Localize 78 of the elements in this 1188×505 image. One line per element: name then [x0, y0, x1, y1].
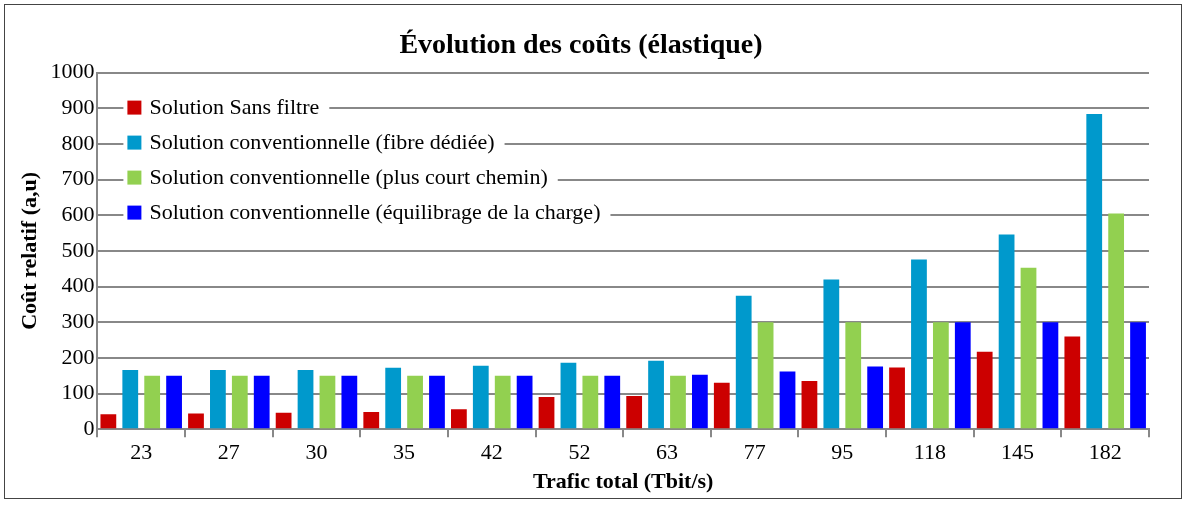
- bar: [341, 375, 358, 429]
- bar: [538, 397, 555, 429]
- y-tick-label: 500: [61, 236, 95, 262]
- y-tick-label: 1000: [50, 58, 95, 84]
- bar: [363, 412, 380, 429]
- bar: [429, 375, 445, 429]
- bar: [867, 366, 884, 429]
- legend-label: Solution conventionnelle (fibre dédiée): [149, 129, 495, 155]
- bar: [1086, 113, 1103, 429]
- bar: [275, 412, 292, 429]
- bar: [582, 375, 599, 429]
- bar: [648, 360, 664, 429]
- bar: [735, 295, 752, 429]
- bar: [319, 375, 336, 429]
- y-tick-label: 300: [61, 308, 95, 333]
- y-axis-title: Coût relatif (a,u): [15, 171, 41, 330]
- bar: [472, 365, 489, 429]
- y-tick-label: 100: [61, 379, 95, 405]
- x-tick-label: 95: [831, 439, 854, 465]
- bar: [253, 375, 270, 429]
- y-tick-label: 0: [83, 414, 95, 440]
- bar: [845, 322, 862, 429]
- x-tick-label: 35: [393, 439, 416, 465]
- x-tick-label: 30: [305, 439, 328, 465]
- legend-label: Solution conventionnelle (plus court chemin): [149, 164, 548, 190]
- bar: [911, 259, 927, 429]
- x-axis-title: Trafic total (Tbit/s): [532, 468, 714, 494]
- bar: [385, 367, 402, 429]
- bar: [889, 367, 905, 429]
- y-tick-label: 200: [61, 343, 95, 369]
- bar: [757, 322, 774, 429]
- bar: [494, 375, 511, 429]
- bar: [122, 370, 139, 429]
- x-tick-label: 63: [656, 439, 679, 465]
- legend-label: Solution conventionnelle (équilibrage de la charge): [149, 199, 601, 225]
- bar: [998, 234, 1015, 429]
- y-tick-label: 700: [61, 165, 95, 191]
- bar: [823, 279, 840, 429]
- y-tick-label: 800: [61, 129, 95, 155]
- bar: [801, 381, 818, 429]
- x-tick-label: 23: [130, 439, 153, 465]
- bar: [210, 370, 226, 429]
- x-tick-label: 42: [480, 439, 503, 465]
- y-tick-label: 900: [61, 94, 95, 120]
- bar: [516, 375, 533, 429]
- bar: [407, 375, 423, 429]
- bar: [144, 375, 161, 429]
- bar: [231, 375, 248, 429]
- legend-label: Solution Sans filtre: [149, 94, 320, 120]
- x-tick-label: 118: [913, 439, 947, 465]
- bar: [691, 374, 708, 429]
- bar: [976, 351, 993, 429]
- bar: [451, 409, 467, 429]
- bar: [604, 375, 621, 429]
- bar: [1130, 322, 1146, 429]
- bar: [1042, 322, 1059, 429]
- bar: [626, 396, 643, 429]
- y-tick-label: 400: [61, 272, 95, 298]
- bar: [297, 370, 314, 429]
- y-tick-label: 600: [61, 201, 95, 227]
- bar: [560, 362, 577, 429]
- bar: [1020, 267, 1037, 429]
- x-tick-label: 77: [743, 439, 766, 465]
- x-tick-label: 27: [217, 439, 240, 465]
- bar: [1108, 213, 1125, 429]
- bar: [670, 375, 686, 429]
- bar: [779, 371, 796, 429]
- x-tick-label: 182: [1088, 439, 1122, 465]
- bar: [166, 375, 182, 429]
- x-tick-label: 52: [568, 439, 591, 465]
- bar: [713, 382, 730, 429]
- chart-title: Évolution des coûts (élastique): [399, 28, 763, 60]
- bar: [188, 413, 204, 429]
- bar: [100, 414, 117, 429]
- bar: [932, 322, 949, 429]
- bar: [954, 322, 971, 429]
- x-tick-label: 145: [1001, 439, 1035, 465]
- bar: [1064, 336, 1081, 429]
